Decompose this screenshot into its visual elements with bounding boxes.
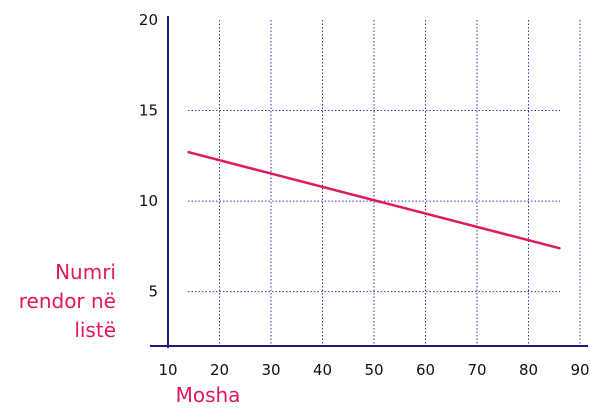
data-series [187,150,561,250]
x-tick-label: 30 [261,361,280,379]
x-tick-label: 80 [519,361,538,379]
y-tick-label: 10 [139,192,158,210]
y-axis-title-line: Numri [55,260,116,284]
y-tick-labels: 5 10 15 20 [139,11,158,301]
y-axis-title: Numri rendor në listë [19,260,116,342]
y-tick-label: 5 [148,283,158,301]
x-tick-label: 60 [416,361,435,379]
x-tick-label: 90 [570,361,589,379]
y-axis-title-line: rendor në [19,289,116,313]
x-tick-label: 40 [313,361,332,379]
x-tick-label: 20 [210,361,229,379]
y-tick-label: 20 [139,11,158,29]
x-tick-label: 70 [467,361,486,379]
series-line [187,150,561,250]
x-tick-label: 10 [158,361,177,379]
axes [150,16,588,348]
x-tick-labels: 10 20 30 40 50 60 70 80 90 [158,361,589,379]
y-axis-title-line: listë [74,318,116,342]
x-tick-label: 50 [364,361,383,379]
grid-lines [188,20,581,346]
y-tick-label: 15 [139,102,158,120]
x-axis-title: Mosha [176,383,241,407]
